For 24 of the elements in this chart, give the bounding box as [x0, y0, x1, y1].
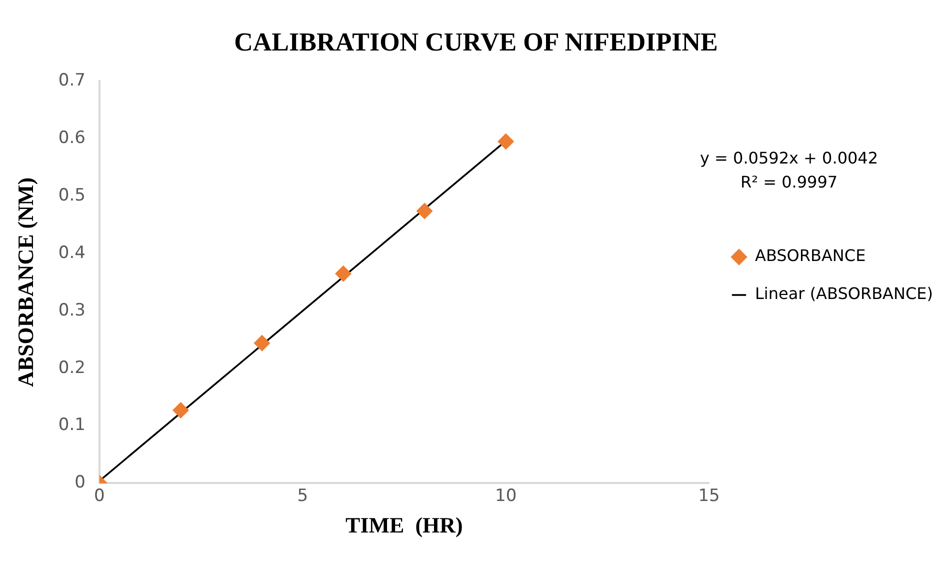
y-tick-label: 0.2 — [58, 358, 86, 378]
text: R² = 0.9997 — [740, 172, 838, 192]
x-tick-label: 0 — [94, 486, 105, 506]
x-tick-label: 10 — [494, 486, 517, 506]
point — [498, 134, 514, 150]
point — [335, 266, 352, 282]
x-tick-label: 5 — [297, 486, 308, 506]
legend-label: Linear (ABSORBANCE) — [755, 284, 933, 304]
annotation: y = 0.0592x + 0.0042 — [700, 148, 878, 168]
legend-label: ABSORBANCE — [755, 246, 866, 266]
y-tick-label: 0 — [74, 472, 86, 493]
point — [172, 402, 189, 418]
x-axis-title: TIME (HR) — [346, 512, 463, 538]
chart-title: CALIBRATION CURVE OF NIFEDIPINE — [234, 27, 718, 56]
x-tick-label: 15 — [698, 486, 720, 506]
y-tick-label: 0.5 — [58, 185, 86, 206]
y-axis-title: ABSORBANCE (NM) — [12, 177, 38, 388]
y-tick-label: 0.3 — [58, 300, 86, 320]
y-tick-label: 0.1 — [58, 415, 86, 436]
y-tick-label: 0.7 — [58, 70, 86, 91]
point — [416, 203, 432, 219]
y-tick-label: 0.6 — [58, 128, 86, 148]
point — [254, 335, 270, 351]
y-tick-label: 0.4 — [58, 242, 86, 263]
